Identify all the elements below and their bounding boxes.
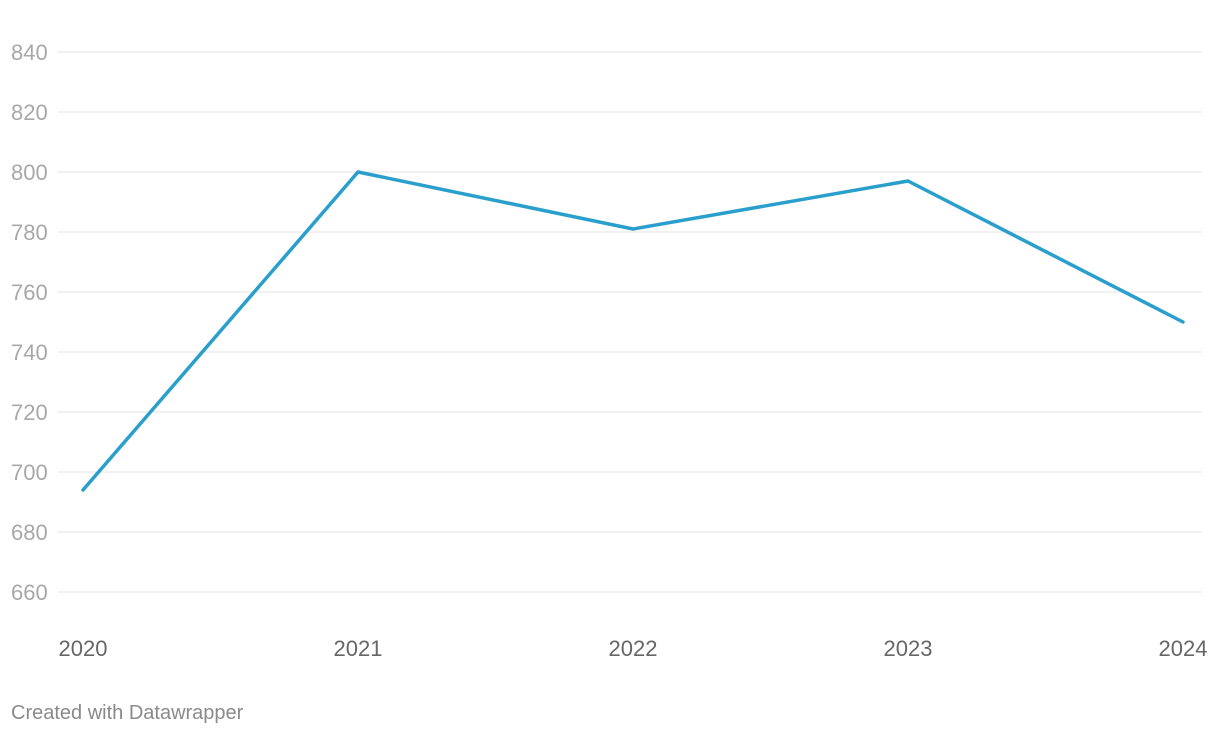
- y-tick-label: 780: [11, 220, 48, 245]
- y-tick-label: 740: [11, 340, 48, 365]
- y-tick-label: 820: [11, 100, 48, 125]
- y-tick-label: 800: [11, 160, 48, 185]
- y-tick-label: 700: [11, 460, 48, 485]
- series-line-0: [81, 170, 1185, 492]
- y-tick-label: 760: [11, 280, 48, 305]
- y-tick-label: 840: [11, 40, 48, 65]
- x-tick-label: 2023: [884, 636, 933, 661]
- x-axis-ticks: 2020 2021 2022 2023 2024: [59, 636, 1208, 661]
- series-layer: [81, 170, 1185, 492]
- y-tick-label: 680: [11, 520, 48, 545]
- y-tick-label: 720: [11, 400, 48, 425]
- x-tick-label: 2024: [1159, 636, 1208, 661]
- grid-lines: [58, 51, 1202, 593]
- datawrapper-credit: Created with Datawrapper: [11, 702, 244, 724]
- y-tick-label: 660: [11, 580, 48, 605]
- x-tick-label: 2020: [59, 636, 108, 661]
- y-axis-ticks: 840 820 800 780 760 740 720 700 680 660: [11, 40, 48, 605]
- x-tick-label: 2022: [609, 636, 658, 661]
- x-tick-label: 2021: [334, 636, 383, 661]
